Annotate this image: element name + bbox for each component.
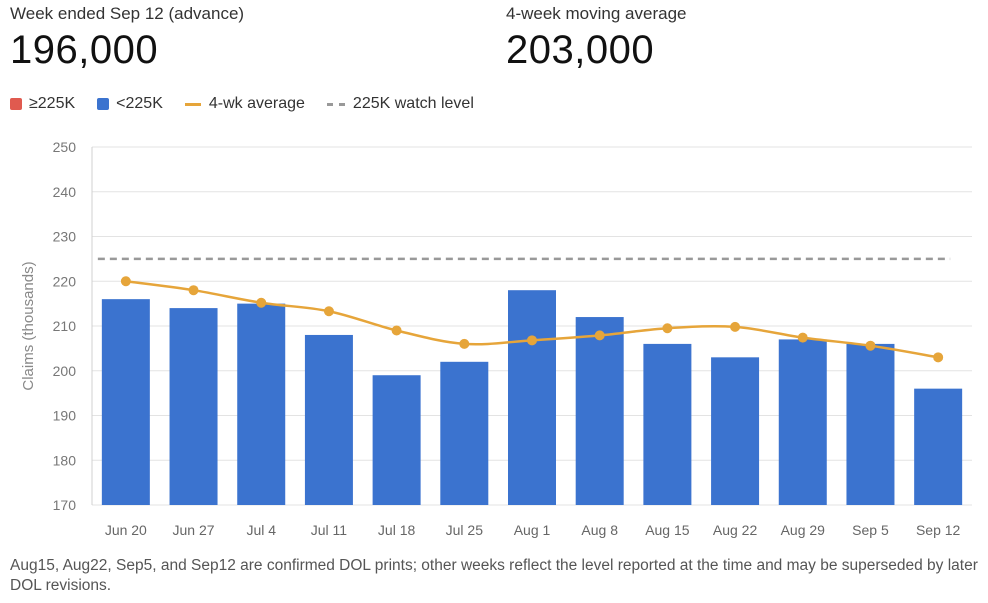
bar [440,361,489,505]
x-tick-label: Jul 4 [246,522,276,538]
y-tick-label: 200 [53,363,77,379]
legend-swatch-high [10,98,22,110]
bar [237,303,286,505]
x-tick-label: Jul 11 [311,522,348,538]
bar [914,388,963,505]
x-tick-label: Aug 29 [781,522,826,538]
average-point [323,306,334,317]
legend-line-average [184,102,201,106]
y-tick-label: 220 [53,273,77,289]
y-tick-label: 180 [53,452,77,468]
average-point [662,323,673,334]
bar [372,375,421,505]
y-axis-label: Claims (thousands) [20,261,37,390]
y-tick-label: 240 [53,184,77,200]
bar [711,357,760,505]
x-tick-label: Jun 27 [173,522,215,538]
kpi-latest-week-label: Week ended Sep 12 (advance) [10,4,245,23]
kpi-latest-week-value: 196,000 [10,28,159,72]
average-point [391,325,402,336]
bar [101,299,150,505]
x-tick-label: Aug 15 [645,522,690,538]
legend-dash-watch-level [326,102,345,106]
bar [778,339,827,505]
kpi-moving-average-label: 4-week moving average [506,4,687,23]
x-tick-label: Sep 5 [852,522,889,538]
x-tick-label: Aug 1 [514,522,551,538]
legend-swatch-low [97,98,110,110]
claims-chart: 170 180 190 200 210 220 230 240 250 Claims (thous… [20,139,972,538]
y-tick-label: 250 [53,139,77,155]
legend-item-high: ≥225K [10,95,75,113]
y-tick-label: 170 [53,497,77,513]
average-point [459,338,470,349]
bar [575,317,624,505]
bar [643,343,692,505]
average-point [594,330,605,341]
kpi-moving-average-value: 203,000 [506,28,655,72]
legend-item-low: <225K [97,95,163,113]
chart-legend: ≥225K <225K 4-wk average 225K watch leve… [10,95,496,113]
x-tick-label: Sep 12 [916,522,961,538]
kpi-latest-week: Week ended Sep 12 (advance) 196,000 [10,4,244,73]
bar [508,290,556,505]
x-tick-label: Jun 20 [105,522,147,538]
x-tick-label: Jul 18 [378,522,416,538]
average-point [188,285,199,296]
average-point [865,340,876,351]
bar [304,334,353,505]
footnote: Aug15, Aug22, Sep5, and Sep12 are confir… [10,557,978,594]
legend-item-watch-level: 225K watch level [326,95,474,113]
kpi-moving-average: 4-week moving average 203,000 [506,4,686,73]
bar [846,343,895,505]
x-tick-label: Aug 8 [581,522,618,538]
legend-label-high: ≥225K [29,95,76,112]
average-point [256,297,267,308]
average-point [797,332,808,343]
bar [169,308,218,505]
legend-item-average: 4-wk average [184,95,305,113]
y-tick-label: 190 [53,408,77,424]
average-point [933,352,944,363]
legend-label-low: <225K [116,95,163,112]
x-tick-label: Aug 22 [713,522,758,538]
average-point [120,276,131,287]
y-tick-label: 210 [53,318,77,334]
average-point [730,321,741,332]
legend-label-watch-level: 225K watch level [352,95,474,112]
legend-label-average: 4-wk average [208,95,305,112]
average-point [527,335,537,346]
y-tick-label: 230 [53,229,77,245]
x-tick-label: Jul 25 [446,522,484,538]
